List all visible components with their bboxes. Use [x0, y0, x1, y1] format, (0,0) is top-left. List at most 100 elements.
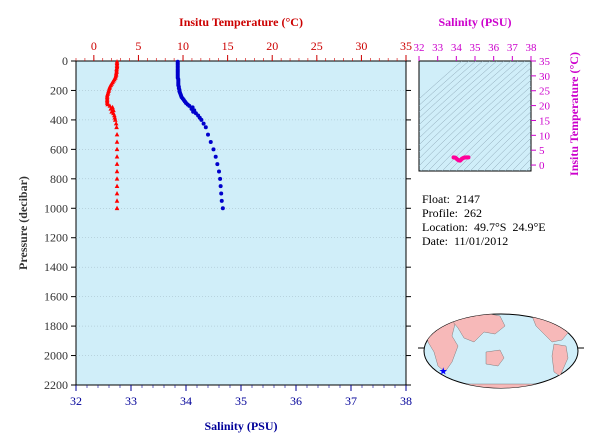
ts-salinity-tick-label: 34: [451, 42, 463, 54]
density-contour: [469, 111, 531, 171]
density-contour: [441, 86, 531, 171]
salinity-tick-label: 34: [180, 394, 192, 408]
pressure-tick-label: 1600: [44, 290, 68, 304]
density-contour: [448, 92, 531, 171]
salinity-tick-label: 33: [125, 394, 137, 408]
salinity-tick-label: 35: [235, 394, 247, 408]
temperature-tick-label: 10: [177, 39, 189, 53]
salinity-axis-title: Salinity (PSU): [204, 419, 277, 433]
salinity-point: [215, 162, 220, 167]
salinity-point: [201, 121, 206, 126]
salinity-point: [203, 125, 208, 130]
density-contour: [419, 61, 505, 139]
ts-temperature-tick-label: 0: [539, 160, 545, 172]
density-contour: [427, 73, 531, 171]
temperature-point: [112, 112, 117, 118]
ts-salinity-tick-label: 38: [526, 42, 538, 54]
density-contour: [419, 61, 519, 153]
pressure-tick-label: 400: [50, 113, 68, 127]
temperature-series: [104, 59, 120, 211]
salinity-point: [187, 103, 192, 108]
ts-salinity-tick-label: 37: [507, 42, 519, 54]
pressure-tick-label: 1000: [44, 201, 68, 215]
temperature-point: [114, 190, 120, 196]
salinity-point: [219, 198, 224, 203]
salinity-tick-label: 32: [70, 394, 82, 408]
pressure-axis-title: Pressure (decibar): [16, 176, 30, 270]
plot-background: [75, 60, 407, 386]
density-contour: [455, 98, 531, 171]
date: Date: 11/01/2012: [422, 234, 509, 248]
pressure-tick-label: 1800: [44, 319, 68, 333]
density-contour: [419, 61, 491, 126]
ts-salinity-tick-label: 35: [470, 42, 482, 54]
density-contour: [419, 61, 512, 146]
density-contour: [419, 61, 526, 160]
pressure-tick-label: 0: [62, 54, 68, 68]
density-contours: [419, 41, 601, 181]
density-contour: [419, 61, 463, 100]
salinity-point: [218, 176, 223, 181]
density-contour: [524, 41, 601, 181]
temperature-point: [114, 161, 120, 166]
location: Location: 49.7°S 24.9°E: [422, 220, 546, 234]
density-contour: [490, 131, 531, 171]
ts-temperature-axis-title: Insitu Temperature (°C): [567, 52, 581, 176]
salinity-axis: 32 33 34 35 36 37 38: [70, 385, 412, 408]
ts-temperature-tick-label: 10: [539, 130, 551, 142]
temperature-tick-label: 30: [355, 39, 367, 53]
float-location-marker: ★: [439, 366, 448, 377]
asia-landmass: [447, 314, 506, 343]
pressure-tick-label: 1200: [44, 231, 68, 245]
ts-temperature-tick-label: 20: [539, 101, 551, 113]
ts-temperature-tick-label: 25: [539, 86, 551, 98]
profile-number: Profile: 262: [422, 206, 482, 220]
ts-salinity-tick-label: 33: [432, 42, 444, 54]
pressure-tick-label: 200: [50, 83, 68, 97]
salinity-point: [220, 206, 225, 211]
density-contour: [511, 151, 531, 171]
temperature-point: [112, 115, 118, 120]
ts-temperature-tick-label: 15: [539, 115, 551, 127]
temperature-point: [114, 124, 119, 130]
density-contour: [462, 104, 531, 171]
float-info-panel: Float: 2147 Profile: 262 Location: 49.7°…: [422, 192, 546, 248]
profile-plot: 0 5 10 15 20 25 30 35 32 33 34 35 36 37 38 0 200 400 600…: [16, 15, 412, 433]
ts-series: [451, 155, 471, 163]
temperature-point: [114, 205, 120, 211]
temperature-tick-label: 35: [400, 39, 412, 53]
temperature-axis: 0 5 10 15 20 25 30 35: [75, 39, 412, 61]
australia-landmass: [485, 349, 505, 367]
location-map: ★: [418, 313, 584, 389]
temperature-point: [114, 132, 120, 137]
density-contour: [476, 117, 531, 171]
ts-title: Salinity (PSU): [438, 15, 511, 29]
temperature-point: [114, 154, 120, 159]
temperature-point: [113, 120, 119, 126]
temperature-tick-label: 20: [266, 39, 278, 53]
pressure-tick-label: 2000: [44, 349, 68, 363]
ts-temperature-axis: 0 5 10 15 20 25 30 35: [531, 56, 551, 172]
density-contour: [497, 137, 531, 171]
ts-temperature-tick-label: 35: [539, 56, 551, 68]
temperature-point: [114, 168, 120, 174]
ts-salinity-axis: 32 33 34 35 36 37 38: [414, 42, 538, 61]
density-contour: [419, 61, 470, 106]
temperature-tick-label: 15: [222, 39, 234, 53]
salinity-tick-label: 38: [400, 394, 412, 408]
temperature-axis-title: Insitu Temperature (°C): [179, 15, 303, 29]
temperature-point: [112, 117, 118, 122]
pressure-gridlines: [76, 90, 406, 356]
temperature-point: [105, 101, 110, 107]
density-contour: [504, 144, 531, 171]
ts-point: [466, 155, 471, 160]
salinity-tick-label: 37: [345, 394, 357, 408]
salinity-point: [211, 147, 216, 152]
salinity-series: [175, 59, 225, 211]
ts-temperature-tick-label: 5: [539, 145, 545, 157]
ts-salinity-tick-label: 36: [488, 42, 500, 54]
float-id: Float: 2147: [422, 192, 481, 206]
density-contour: [419, 61, 477, 113]
ts-temperature-tick-label: 30: [539, 71, 551, 83]
